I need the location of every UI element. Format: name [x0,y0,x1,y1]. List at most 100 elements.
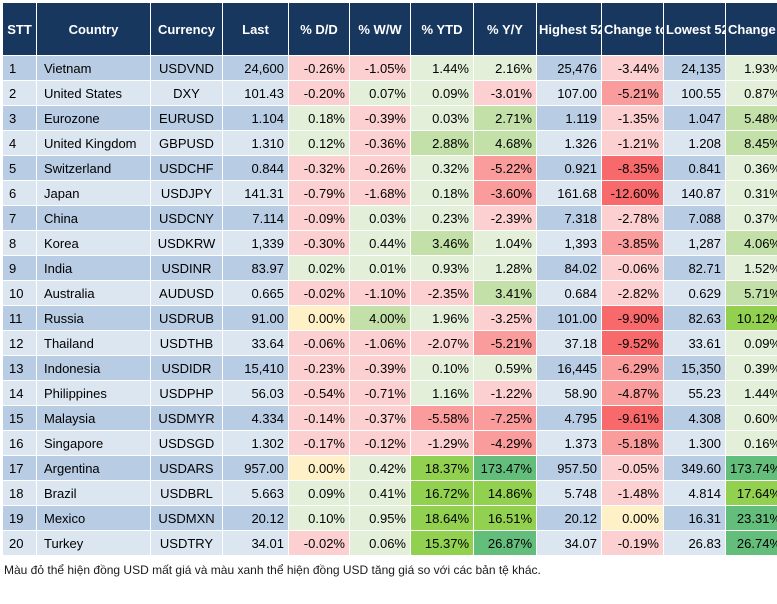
country-cell: Turkey [37,531,151,556]
chg-l52-cell: 0.16% [726,431,777,456]
last-cell: 56.03 [223,381,289,406]
fx-table: STT Country Currency Last % D/D % W/W % … [2,2,777,556]
last-cell: 1.104 [223,106,289,131]
stt-cell: 20 [3,531,37,556]
dd-cell: -0.14% [289,406,350,431]
country-cell: Argentina [37,456,151,481]
yy-cell: -4.29% [474,431,537,456]
chg-h52-cell: 0.00% [602,506,664,531]
high52-cell: 25,476 [537,56,602,81]
ww-cell: -0.36% [350,131,411,156]
currency-cell: USDIDR [151,356,223,381]
country-cell: Vietnam [37,56,151,81]
currency-cell: USDTRY [151,531,223,556]
currency-cell: DXY [151,81,223,106]
chg-h52-cell: -2.82% [602,281,664,306]
dd-cell: 0.00% [289,456,350,481]
ytd-cell: 3.46% [411,231,474,256]
ytd-cell: 2.88% [411,131,474,156]
ytd-cell: 1.44% [411,56,474,81]
low52-cell: 16.31 [664,506,726,531]
last-cell: 1.302 [223,431,289,456]
high52-cell: 0.684 [537,281,602,306]
stt-cell: 13 [3,356,37,381]
stt-cell: 17 [3,456,37,481]
high52-cell: 58.90 [537,381,602,406]
stt-cell: 16 [3,431,37,456]
ytd-cell: 0.03% [411,106,474,131]
stt-cell: 19 [3,506,37,531]
high52-cell: 16,445 [537,356,602,381]
chg-h52-cell: -5.21% [602,81,664,106]
last-cell: 15,410 [223,356,289,381]
low52-cell: 7.088 [664,206,726,231]
high52-cell: 101.00 [537,306,602,331]
currency-cell: AUDUSD [151,281,223,306]
currency-cell: USDBRL [151,481,223,506]
currency-cell: USDJPY [151,181,223,206]
dd-cell: -0.32% [289,156,350,181]
currency-cell: USDTHB [151,331,223,356]
header-ww: % W/W [350,3,411,56]
high52-cell: 20.12 [537,506,602,531]
chg-h52-cell: -3.85% [602,231,664,256]
low52-cell: 55.23 [664,381,726,406]
ww-cell: -0.39% [350,356,411,381]
yy-cell: 3.41% [474,281,537,306]
last-cell: 20.12 [223,506,289,531]
low52-cell: 15,350 [664,356,726,381]
chg-l52-cell: 5.48% [726,106,777,131]
chg-l52-cell: 10.12% [726,306,777,331]
high52-cell: 37.18 [537,331,602,356]
currency-cell: USDCNY [151,206,223,231]
currency-cell: USDCHF [151,156,223,181]
high52-cell: 1,393 [537,231,602,256]
chg-h52-cell: -3.44% [602,56,664,81]
chg-h52-cell: -5.18% [602,431,664,456]
chg-h52-cell: -9.90% [602,306,664,331]
chg-l52-cell: 0.87% [726,81,777,106]
dd-cell: 0.02% [289,256,350,281]
country-cell: Malaysia [37,406,151,431]
yy-cell: 4.68% [474,131,537,156]
ww-cell: -0.71% [350,381,411,406]
chg-l52-cell: 0.60% [726,406,777,431]
currency-cell: USDRUB [151,306,223,331]
dd-cell: -0.09% [289,206,350,231]
last-cell: 33.64 [223,331,289,356]
header-chg-l52: Change to L52W [726,3,777,56]
ww-cell: 0.01% [350,256,411,281]
ww-cell: 0.07% [350,81,411,106]
ytd-cell: 0.10% [411,356,474,381]
country-cell: India [37,256,151,281]
dd-cell: 0.09% [289,481,350,506]
chg-l52-cell: 173.74% [726,456,777,481]
chg-h52-cell: -0.06% [602,256,664,281]
header-country: Country [37,3,151,56]
last-cell: 24,600 [223,56,289,81]
chg-l52-cell: 0.36% [726,156,777,181]
low52-cell: 82.63 [664,306,726,331]
country-cell: Indonesia [37,356,151,381]
dd-cell: -0.30% [289,231,350,256]
ww-cell: 0.42% [350,456,411,481]
low52-cell: 140.87 [664,181,726,206]
header-high52: Highest 52W [537,3,602,56]
chg-h52-cell: -9.61% [602,406,664,431]
stt-cell: 18 [3,481,37,506]
ww-cell: 0.44% [350,231,411,256]
low52-cell: 1.300 [664,431,726,456]
header-chg-h52: Change to H52W [602,3,664,56]
chg-l52-cell: 1.44% [726,381,777,406]
chg-l52-cell: 1.93% [726,56,777,81]
chg-h52-cell: -2.78% [602,206,664,231]
stt-cell: 12 [3,331,37,356]
stt-cell: 5 [3,156,37,181]
